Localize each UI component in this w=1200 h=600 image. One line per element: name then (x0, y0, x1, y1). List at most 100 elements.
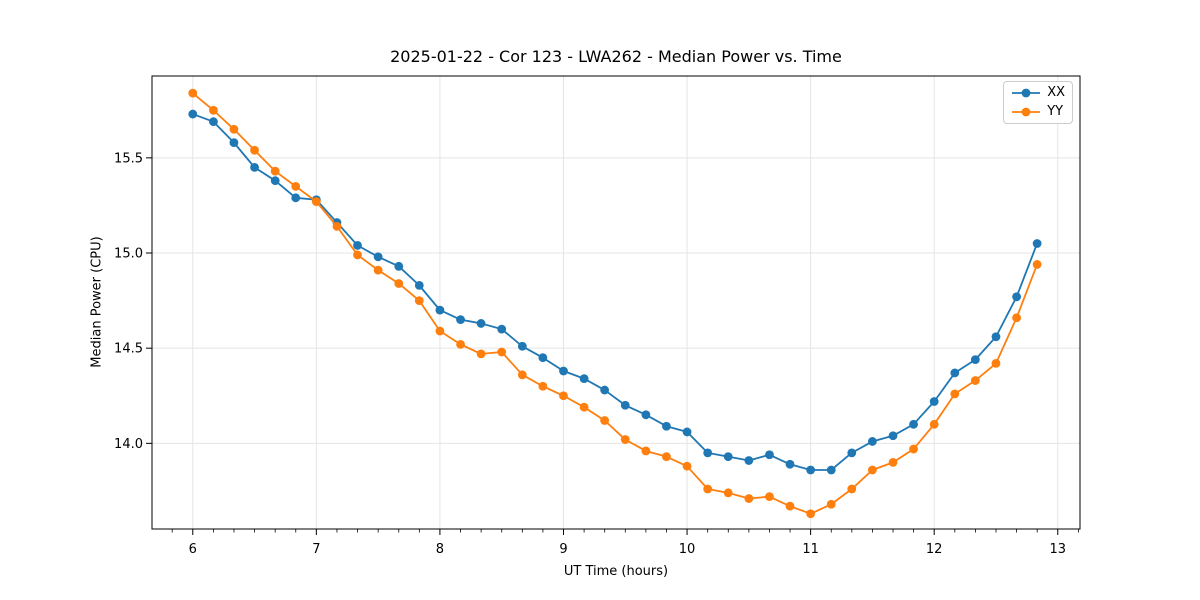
series-yy-marker (826, 499, 836, 509)
x-axis-label: UT Time (hours) (563, 564, 669, 579)
series-xx-marker (188, 109, 198, 119)
series-xx-marker (270, 176, 280, 186)
series-yy-marker (311, 197, 321, 207)
series-xx-marker (620, 400, 630, 410)
series-yy-marker (703, 484, 713, 494)
x-tick-label: 13 (1049, 542, 1066, 557)
series-yy-marker (250, 145, 259, 155)
series-xx-marker (229, 138, 239, 148)
legend-item-xx: XX (1011, 85, 1065, 101)
series-xx-marker (497, 324, 507, 334)
x-tick-label: 8 (436, 542, 444, 557)
series-yy-marker (538, 381, 548, 391)
series-yy-marker (970, 376, 980, 385)
series-xx-marker (950, 368, 960, 378)
series-yy-marker (929, 419, 939, 429)
series-xx-marker (579, 374, 589, 384)
series-xx-marker (847, 448, 857, 458)
series-xx-marker (662, 421, 671, 431)
series-xx-marker (373, 252, 383, 262)
axes-spines (151, 75, 1081, 530)
series-xx-marker (744, 456, 754, 465)
series-yy-marker (744, 494, 754, 503)
series-yy-marker (373, 265, 383, 275)
series-yy-marker (579, 402, 589, 412)
series-yy-marker (456, 339, 465, 349)
series-yy-marker (682, 461, 692, 471)
series-yy-marker (950, 389, 960, 399)
series-yy-marker (723, 488, 733, 498)
chart-title: 2025-01-22 - Cor 123 - LWA262 - Median P… (390, 47, 842, 66)
legend-item-yy: YY (1011, 104, 1065, 120)
series-yy-marker (662, 452, 671, 462)
series-yy-marker (517, 370, 527, 380)
legend-marker-xx (1021, 88, 1031, 98)
series-yy-marker (641, 446, 651, 456)
legend-sample-yy-icon (1012, 107, 1041, 117)
series-yy-marker (785, 501, 795, 511)
series-yy-marker (229, 124, 239, 134)
x-tick-label: 12 (926, 542, 943, 557)
series-yy-marker (394, 279, 404, 288)
series-yy-marker (209, 105, 218, 115)
series-xx-marker (785, 459, 795, 469)
series-yy-marker (600, 416, 610, 425)
series-yy-marker (909, 444, 918, 454)
series-yy-marker (1032, 260, 1042, 269)
series-xx-marker (456, 315, 465, 325)
series-xx-marker (970, 355, 980, 365)
series-xx-marker (600, 385, 610, 395)
x-tick-label: 6 (189, 542, 197, 557)
series-yy-marker (291, 181, 301, 191)
series-yy-marker (847, 484, 857, 494)
series-xx-marker (723, 452, 733, 462)
series-yy-marker (270, 166, 280, 176)
y-axis-label: Median Power (CPU) (89, 236, 105, 368)
series-xx-marker (826, 465, 836, 475)
x-tick-label: 11 (802, 542, 819, 557)
series-xx-marker (435, 305, 445, 315)
series-xx-marker (703, 448, 713, 458)
y-tick-label: 15.0 (114, 247, 143, 262)
series-xx-marker (476, 319, 486, 328)
series-xx-marker (414, 280, 424, 290)
series-yy-marker (806, 509, 816, 519)
series-xx-marker (929, 397, 939, 406)
series-yy-marker (888, 457, 898, 467)
series-xx-marker (1012, 292, 1022, 302)
legend-label-xx: XX (1047, 85, 1065, 100)
series-xx-marker (991, 332, 1001, 342)
series-yy-marker (868, 465, 877, 475)
series-xx-marker (291, 193, 301, 203)
series-xx-marker (868, 437, 877, 446)
y-tick-label: 14.5 (114, 342, 143, 357)
series-xx-marker (353, 240, 362, 250)
series-xx-marker (250, 162, 259, 172)
x-tick-label: 7 (312, 542, 320, 557)
series-xx-marker (682, 427, 692, 437)
series-xx-marker (765, 450, 774, 460)
series-xx-marker (641, 410, 651, 420)
x-tick-label: 10 (679, 542, 696, 557)
series-yy-marker (991, 359, 1001, 368)
series-yy-marker (188, 88, 198, 98)
series-xx-marker (517, 341, 527, 351)
legend: XX YY (1003, 81, 1073, 124)
series-yy-marker (414, 296, 424, 305)
series-yy-marker (435, 326, 445, 336)
legend-sample-xx-icon (1012, 88, 1041, 98)
y-tick-label: 15.5 (114, 151, 143, 166)
series-yy-marker (765, 492, 774, 502)
legend-label-yy: YY (1047, 104, 1064, 119)
series-yy-marker (353, 250, 362, 260)
series-yy-marker (559, 391, 568, 401)
series-yy-marker (1012, 313, 1022, 323)
series-yy-marker (620, 435, 630, 444)
legend-marker-yy (1021, 107, 1031, 117)
x-tick-label: 9 (559, 542, 567, 557)
series-xx-marker (538, 353, 548, 363)
series-xx-marker (394, 261, 404, 271)
series-xx-line (191, 113, 1039, 471)
